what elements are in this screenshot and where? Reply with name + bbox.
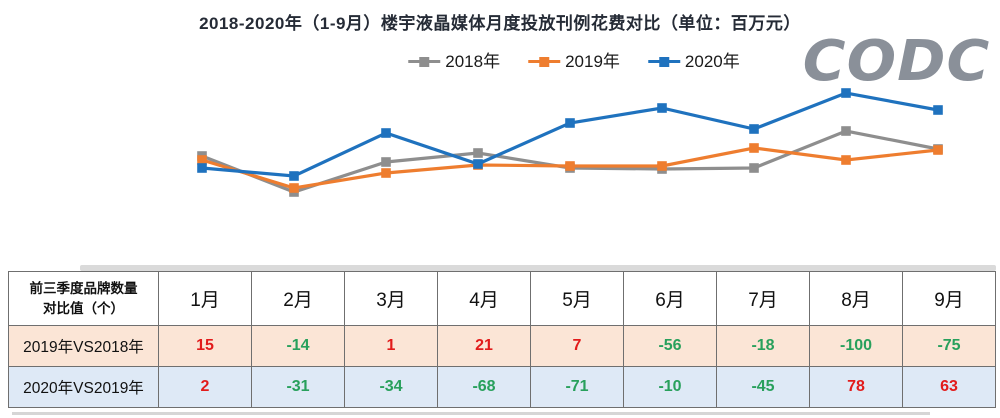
data-point-2018年-3月 — [381, 157, 391, 167]
value-cell-2020年VS2019年-4月: -68 — [437, 366, 531, 408]
legend-item-2019: 2019年 — [528, 53, 620, 70]
comparison-table-wrap: 前三季度品牌数量 对比值（个） 1月 2月 3月 4月 5月 6月 7月 8月 9月 2019年… — [8, 271, 996, 408]
month-header-1月: 1月 — [158, 271, 252, 326]
table-row-2019年VS2018年: 2019年VS2018年 15 -14 1 21 7 -56 -18 -100 -75 — [8, 325, 996, 367]
value-cell-2020年VS2019年-8月: 78 — [809, 366, 903, 408]
data-point-2018年-8月 — [841, 126, 851, 136]
table-top-shadow — [80, 265, 996, 271]
value-cell-2019年VS2018年-3月: 1 — [344, 325, 438, 367]
corner-header-line1: 前三季度品牌数量 — [29, 280, 138, 296]
month-header-5月: 5月 — [530, 271, 624, 326]
value-cell-2020年VS2019年-3月: -34 — [344, 366, 438, 408]
chart-legend: 2018年 2019年 2020年 — [408, 52, 740, 71]
data-point-2019年-8月 — [841, 155, 851, 165]
data-point-2019年-9月 — [933, 145, 943, 155]
data-point-2019年-1月 — [197, 155, 207, 165]
data-point-2020年-5月 — [565, 118, 575, 128]
legend-marker-2020-icon — [647, 56, 680, 67]
table-row-2020年VS2019年: 2020年VS2019年 2 -31 -34 -68 -71 -10 -45 78 63 — [8, 366, 996, 408]
chart-title: 2018-2020年（1-9月）楼宇液晶媒体月度投放刊例花费对比（单位：百万元） — [199, 14, 801, 33]
value-cell-2020年VS2019年-1月: 2 — [158, 366, 252, 408]
data-point-2019年-3月 — [381, 168, 391, 178]
value-cell-2019年VS2018年-5月: 7 — [530, 325, 624, 367]
month-header-3月: 3月 — [344, 271, 438, 326]
comparison-table: 前三季度品牌数量 对比值（个） 1月 2月 3月 4月 5月 6月 7月 8月 9月 2019年… — [8, 271, 996, 408]
data-point-2019年-2月 — [289, 183, 299, 193]
row-label: 2019年VS2018年 — [8, 325, 159, 367]
data-point-2018年-4月 — [473, 148, 483, 158]
month-header-6月: 6月 — [623, 271, 717, 326]
data-point-2020年-6月 — [657, 103, 667, 113]
value-cell-2020年VS2019年-6月: -10 — [623, 366, 717, 408]
data-point-2020年-9月 — [933, 105, 943, 115]
data-point-2020年-2月 — [289, 171, 299, 181]
value-cell-2020年VS2019年-5月: -71 — [530, 366, 624, 408]
data-point-2020年-7月 — [749, 124, 759, 134]
value-cell-2019年VS2018年-9月: -75 — [902, 325, 996, 367]
data-point-2018年-7月 — [749, 163, 759, 173]
data-point-2020年-8月 — [841, 88, 851, 98]
legend-label-2018: 2018年 — [445, 52, 501, 71]
corner-header-line2: 对比值（个） — [43, 300, 124, 316]
table-corner-header: 前三季度品牌数量 对比值（个） — [8, 271, 159, 326]
month-header-7月: 7月 — [716, 271, 810, 326]
value-cell-2019年VS2018年-6月: -56 — [623, 325, 717, 367]
value-cell-2019年VS2018年-2月: -14 — [251, 325, 345, 367]
table-bottom-shadow — [12, 412, 930, 415]
data-point-2020年-3月 — [381, 128, 391, 138]
legend-item-2018: 2018年 — [408, 53, 500, 70]
month-header-2月: 2月 — [251, 271, 345, 326]
row-label: 2020年VS2019年 — [8, 366, 159, 408]
value-cell-2020年VS2019年-7月: -45 — [716, 366, 810, 408]
month-header-8月: 8月 — [809, 271, 903, 326]
value-cell-2020年VS2019年-2月: -31 — [251, 366, 345, 408]
data-point-2019年-7月 — [749, 143, 759, 153]
value-cell-2019年VS2018年-4月: 21 — [437, 325, 531, 367]
value-cell-2020年VS2019年-9月: 63 — [902, 366, 996, 408]
legend-label-2020: 2020年 — [684, 52, 740, 71]
legend-item-2020: 2020年 — [647, 52, 740, 71]
codc-logo: CODC — [802, 29, 990, 94]
month-header-9月: 9月 — [902, 271, 996, 326]
data-point-2019年-5月 — [565, 161, 575, 171]
data-point-2020年-1月 — [197, 163, 207, 173]
value-cell-2019年VS2018年-1月: 15 — [158, 325, 252, 367]
value-cell-2019年VS2018年-7月: -18 — [716, 325, 810, 367]
value-cell-2019年VS2018年-8月: -100 — [809, 325, 903, 367]
legend-marker-2018-icon — [408, 56, 441, 67]
data-point-2020年-4月 — [473, 159, 483, 169]
legend-label-2019: 2019年 — [565, 52, 620, 71]
month-header-4月: 4月 — [437, 271, 531, 326]
table-header-row: 前三季度品牌数量 对比值（个） 1月 2月 3月 4月 5月 6月 7月 8月 9月 — [8, 271, 996, 326]
legend-marker-2019-icon — [528, 56, 561, 67]
line-chart — [197, 88, 943, 197]
data-point-2019年-6月 — [657, 161, 667, 171]
